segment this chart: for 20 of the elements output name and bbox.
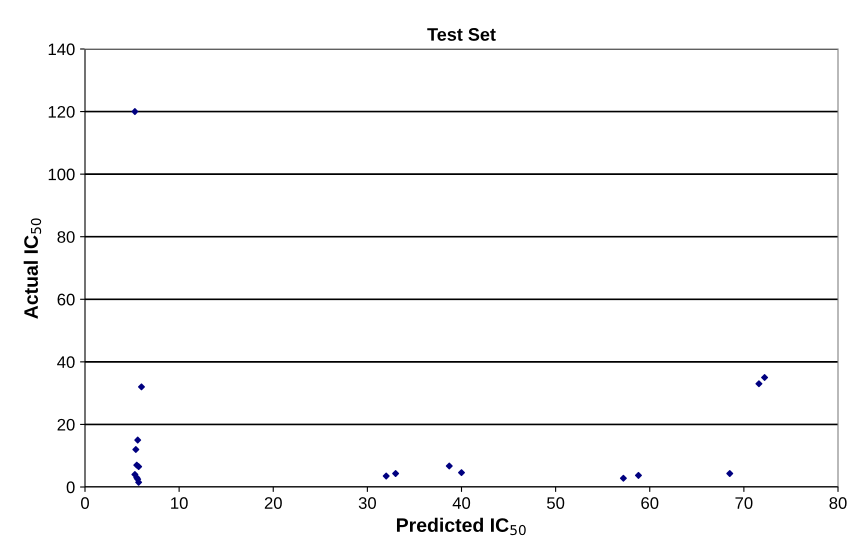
x-axis-title: Predicted IC$_{50}$ bbox=[396, 518, 526, 536]
x-tick-label: 60 bbox=[641, 497, 658, 509]
y-tick-label: 140 bbox=[48, 43, 75, 56]
y-axis-title: Actual IC$_{50}$ bbox=[24, 218, 42, 319]
chart-title: Test Set bbox=[427, 28, 496, 41]
x-tick-label: 50 bbox=[547, 497, 564, 509]
y-tick-label: 100 bbox=[48, 168, 75, 180]
y-tick-label: 0 bbox=[66, 481, 75, 494]
y-tick-label: 60 bbox=[58, 294, 75, 306]
x-tick-label: 10 bbox=[171, 497, 188, 509]
x-tick-label: 20 bbox=[264, 497, 282, 509]
y-tick-label: 40 bbox=[57, 356, 75, 368]
y-tick-label: 20 bbox=[58, 418, 75, 431]
y-tick-label: 120 bbox=[48, 106, 75, 118]
x-tick-label: 70 bbox=[735, 497, 752, 509]
x-tick-label: 80 bbox=[829, 497, 847, 509]
x-tick-label: 30 bbox=[358, 497, 376, 509]
x-tick-label: 40 bbox=[452, 497, 470, 509]
x-tick-label: 0 bbox=[81, 497, 89, 509]
y-tick-label: 80 bbox=[57, 231, 75, 243]
